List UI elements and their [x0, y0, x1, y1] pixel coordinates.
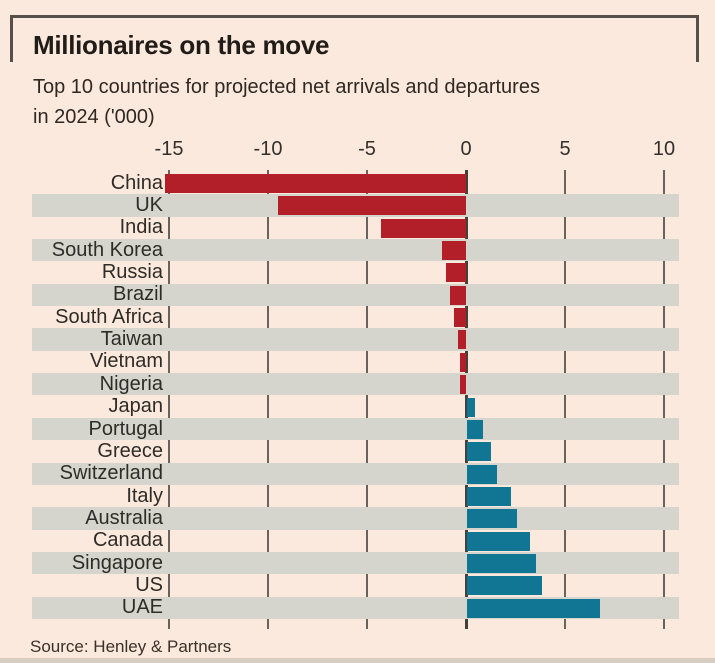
x-tick-label: 0	[460, 138, 472, 160]
category-label: Australia	[85, 506, 163, 529]
chart-row: Australia	[0, 506, 715, 530]
x-tick-label: -10	[253, 138, 283, 160]
gridline	[564, 170, 566, 629]
chart-row: Italy	[0, 485, 715, 507]
row-stripe	[32, 507, 679, 530]
category-label: Nigeria	[99, 372, 163, 395]
bar-russia	[446, 263, 466, 283]
x-tick-label: -5	[358, 138, 376, 160]
bar-rows: China UK India South Korea Russia Brazil South…	[0, 172, 715, 619]
subtitle-line-1: Top 10 countries for projected net arriv…	[33, 76, 540, 98]
bar-us	[467, 576, 543, 596]
chart-row: India	[0, 216, 715, 239]
chart-title: Millionaires on the move	[33, 30, 330, 60]
category-label: Portugal	[88, 417, 164, 440]
category-label: Switzerland	[59, 462, 163, 485]
category-label: Greece	[97, 439, 163, 462]
gridline	[267, 170, 269, 629]
bar-japan	[467, 397, 475, 417]
bar-south-korea	[442, 241, 466, 261]
bar-portugal	[467, 419, 483, 439]
bar-singapore	[467, 553, 537, 573]
bar-brazil	[450, 285, 466, 305]
bar-china	[165, 174, 466, 193]
chart-row: UK	[0, 194, 715, 217]
row-stripe	[32, 283, 679, 307]
row-stripe	[32, 328, 679, 351]
title-frame-border	[10, 15, 699, 62]
bar-taiwan	[458, 330, 466, 350]
category-label: UK	[135, 194, 163, 217]
x-axis-tick-labels: -15 -10 -5 0 5 10	[0, 138, 715, 162]
bar-uk	[277, 196, 466, 216]
row-stripe	[32, 462, 679, 485]
bar-uae	[467, 598, 600, 618]
bar-vietnam	[460, 352, 466, 372]
category-label: South Korea	[51, 238, 163, 261]
subtitle-line-2: in 2024 ('000)	[33, 106, 155, 128]
chart-row: Taiwan	[0, 328, 715, 351]
category-label: South Africa	[55, 305, 163, 328]
x-tick-label: 10	[652, 138, 676, 160]
category-label: Canada	[92, 529, 163, 552]
chart-row: Portugal	[0, 417, 715, 441]
chart-row: UAE	[0, 596, 715, 619]
bar-italy	[467, 486, 511, 506]
category-label: Taiwan	[100, 328, 163, 351]
bottom-edge-strip	[0, 658, 715, 663]
row-stripe	[32, 373, 679, 396]
plot-area: China UK India South Korea Russia Brazil South…	[0, 170, 715, 630]
chart-row: China	[0, 172, 715, 194]
bar-south-africa	[454, 308, 466, 328]
bar-india	[380, 218, 466, 238]
chart-row: Russia	[0, 261, 715, 283]
chart-row: Canada	[0, 529, 715, 552]
chart-row: Brazil	[0, 283, 715, 307]
chart-row: Switzerland	[0, 462, 715, 485]
chart-row: Greece	[0, 440, 715, 462]
gridline	[168, 170, 170, 629]
category-label: Singapore	[71, 551, 163, 574]
x-tick-label: 5	[559, 138, 571, 160]
x-tick-label: -15	[154, 138, 184, 160]
category-label: UAE	[121, 596, 163, 619]
bar-canada	[467, 531, 531, 551]
category-label: India	[119, 216, 163, 239]
gridlines	[0, 170, 715, 629]
chart-row: South Korea	[0, 238, 715, 262]
row-stripe	[32, 239, 679, 262]
bar-australia	[467, 509, 517, 529]
chart-row: Singapore	[0, 551, 715, 575]
category-label: Italy	[126, 484, 163, 507]
chart-row: Vietnam	[0, 350, 715, 373]
category-label: Russia	[101, 261, 163, 284]
bar-greece	[467, 442, 491, 462]
gridline	[663, 170, 665, 629]
zero-axis-line	[464, 170, 468, 629]
chart-subtitle: Top 10 countries for projected net arriv…	[33, 72, 540, 132]
category-label: US	[135, 573, 163, 596]
chart-row: Japan	[0, 395, 715, 418]
category-label: China	[110, 171, 163, 194]
bar-nigeria	[460, 375, 466, 395]
category-label: Vietnam	[89, 350, 163, 373]
source-note: Source: Henley & Partners	[30, 637, 232, 656]
category-label: Brazil	[112, 283, 163, 306]
chart-row: South Africa	[0, 306, 715, 328]
chart-row: US	[0, 574, 715, 596]
category-label: Japan	[108, 395, 164, 418]
bar-switzerland	[467, 464, 497, 484]
chart-row: Nigeria	[0, 372, 715, 396]
gridline	[366, 170, 368, 629]
row-stripe	[32, 417, 679, 441]
